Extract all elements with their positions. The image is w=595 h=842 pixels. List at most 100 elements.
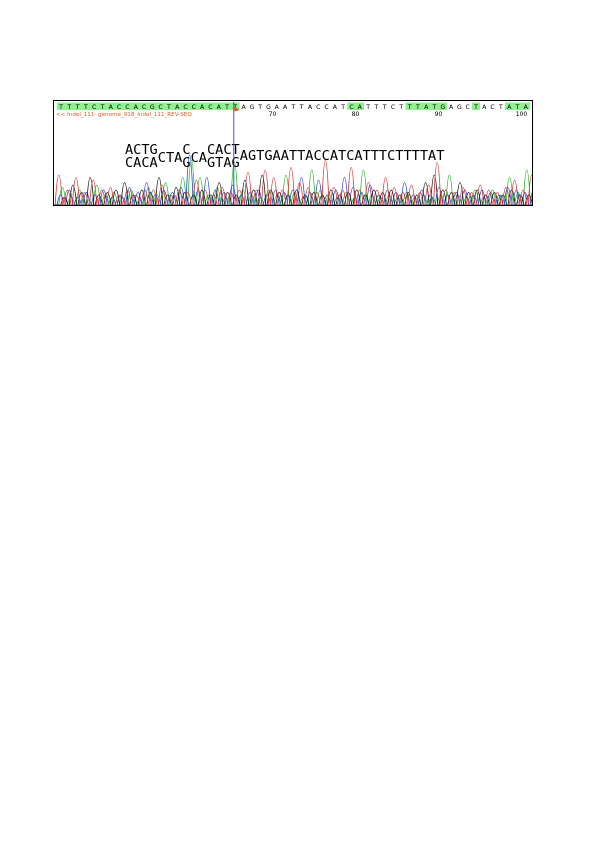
base-letter: T: [299, 104, 304, 111]
base-letter: T: [100, 104, 105, 111]
base-highlight: [123, 102, 132, 110]
base-letter: T: [382, 104, 387, 111]
base-highlight: [173, 102, 182, 110]
base-letter: C: [117, 104, 121, 111]
trace-T: [54, 159, 532, 205]
base-letter: T: [398, 104, 403, 111]
call-middle-2: CA: [191, 150, 207, 166]
base-letter: A: [308, 104, 313, 111]
call-upper-2: C: [182, 142, 190, 158]
base-letter: A: [507, 104, 512, 111]
base-letter: G: [266, 104, 271, 111]
base-highlight: [156, 102, 165, 110]
base-highlight: [513, 102, 522, 110]
base-letter: C: [391, 104, 395, 111]
base-letter: A: [424, 104, 429, 111]
position-tick-label: 70: [269, 111, 277, 118]
base-letter: A: [175, 104, 180, 111]
base-letter: G: [250, 104, 255, 111]
base-letter: T: [257, 104, 262, 111]
trace-G: [54, 174, 532, 205]
base-letter: T: [166, 104, 171, 111]
base-highlight: [231, 102, 240, 110]
base-highlight: [222, 102, 232, 110]
base-letter: T: [340, 104, 345, 111]
position-tick-label: 80: [352, 111, 360, 118]
base-letter: T: [66, 104, 71, 111]
trace-layer: [54, 154, 532, 205]
highlight-layer: [56, 102, 530, 110]
base-letter: T: [365, 104, 370, 111]
base-letter: A: [275, 104, 280, 111]
base-letter: A: [358, 104, 363, 111]
base-letter: A: [333, 104, 338, 111]
call-lower-3: GTAG: [207, 155, 240, 171]
base-letter: C: [183, 104, 187, 111]
base-highlight: [206, 102, 215, 110]
position-tick-label: 100: [516, 111, 528, 118]
base-letter: T: [498, 104, 503, 111]
base-highlight: [413, 102, 423, 110]
base-highlight: [148, 102, 157, 110]
position-tick-label: 90: [435, 111, 443, 118]
cursor-marker-icon[interactable]: [233, 106, 240, 112]
base-highlight: [65, 102, 74, 110]
position-tick-layer: 70 80 90 100: [269, 111, 528, 118]
base-highlight: [521, 102, 530, 110]
base-highlight: [56, 102, 66, 110]
base-letter: T: [515, 104, 520, 111]
base-letter: A: [449, 104, 454, 111]
base-highlight: [471, 102, 481, 110]
call-lower-1: CACA: [125, 155, 158, 171]
base-letter: A: [482, 104, 487, 111]
base-letter: A: [200, 104, 205, 111]
base-highlight: [197, 102, 207, 110]
base-highlight: [430, 102, 439, 110]
base-highlight: [90, 102, 99, 110]
base-letter: T: [374, 104, 379, 111]
base-letter: T: [58, 104, 63, 111]
base-letter: C: [92, 104, 96, 111]
base-letter: A: [134, 104, 139, 111]
base-letter: T: [83, 104, 88, 111]
base-letter: T: [291, 104, 296, 111]
base-letter: T: [224, 104, 229, 111]
base-letter: C: [490, 104, 494, 111]
base-highlight: [139, 102, 149, 110]
base-letter: C: [349, 104, 353, 111]
base-letter: C: [208, 104, 212, 111]
call-suffix: AGTGAATTACCATCATTTCTTTTAT: [240, 148, 445, 164]
base-letter: G: [440, 104, 445, 111]
call-lower-2: G: [182, 155, 190, 171]
base-highlight: [347, 102, 356, 110]
base-highlight: [438, 102, 447, 110]
base-highlight: [114, 102, 124, 110]
base-letter: C: [192, 104, 196, 111]
base-highlight: [405, 102, 414, 110]
base-letter: C: [466, 104, 470, 111]
base-letter: A: [524, 104, 529, 111]
base-highlight: [505, 102, 514, 110]
base-highlight: [422, 102, 431, 110]
base-letter: T: [473, 104, 478, 111]
read-label: << Indel_111- genome_918_Indel_111_REV-S…: [56, 112, 192, 118]
base-letter: C: [158, 104, 162, 111]
base-highlight: [81, 102, 91, 110]
call-upper-3: CACT: [207, 142, 240, 158]
base-highlight: [73, 102, 82, 110]
base-highlight: [355, 102, 364, 110]
base-letter: T: [432, 104, 437, 111]
base-highlight: [214, 102, 223, 110]
base-letter: A: [241, 104, 246, 111]
base-highlight: [106, 102, 115, 110]
base-letter: A: [283, 104, 288, 111]
base-letter: A: [109, 104, 114, 111]
base-letter: C: [125, 104, 129, 111]
base-letter: C: [142, 104, 146, 111]
base-letter: G: [150, 104, 155, 111]
base-letter: C: [316, 104, 320, 111]
